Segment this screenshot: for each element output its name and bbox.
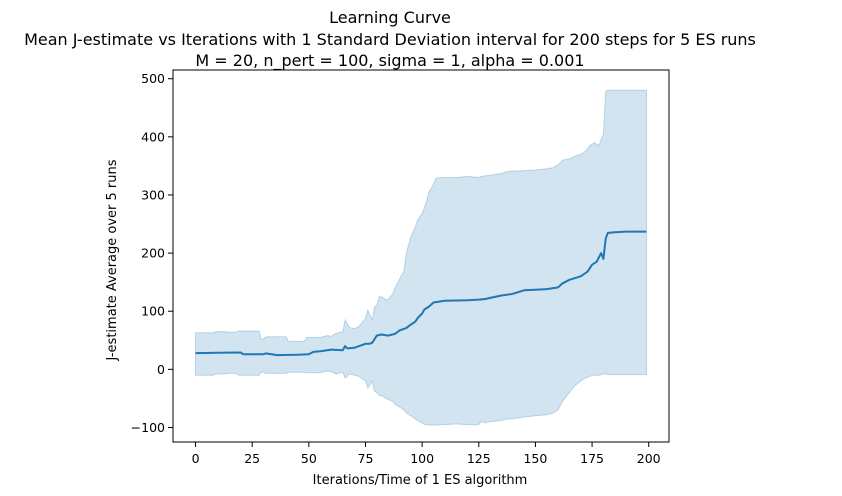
y-axis-label: J-estimate Average over 5 runs (105, 159, 120, 361)
x-tick-label: 125 (467, 451, 491, 466)
x-tick-label: 50 (301, 451, 317, 466)
x-tick-label: 175 (580, 451, 604, 466)
x-tick-label: 200 (637, 451, 661, 466)
x-tick-label: 100 (410, 451, 434, 466)
y-tick-label: −100 (131, 420, 165, 435)
y-tick-label: 400 (141, 129, 165, 144)
y-tick-label: 500 (141, 71, 165, 86)
x-axis-label: Iterations/Time of 1 ES algorithm (313, 473, 528, 488)
y-tick-label: 0 (157, 362, 165, 377)
y-tick-label: 100 (141, 304, 165, 319)
y-tick-label: 300 (141, 187, 165, 202)
chart-subtitle-params: M = 20, n_pert = 100, sigma = 1, alpha =… (195, 51, 585, 70)
x-tick-label: 75 (358, 451, 374, 466)
std-band (195, 89, 647, 426)
x-tick-label: 0 (192, 451, 200, 466)
chart-title: Learning Curve (329, 8, 451, 27)
mean-line (195, 230, 647, 357)
axes-frame (172, 69, 670, 443)
chart-subtitle: Mean J-estimate vs Iterations with 1 Sta… (24, 30, 756, 49)
plot-area: 0 25 50 75 100 125 150 175 200 −100 0 100 200 300 400 5… (131, 69, 670, 466)
x-tick-label: 150 (523, 451, 547, 466)
x-tick-label: 25 (244, 451, 260, 466)
y-tick-label: 200 (141, 246, 165, 261)
